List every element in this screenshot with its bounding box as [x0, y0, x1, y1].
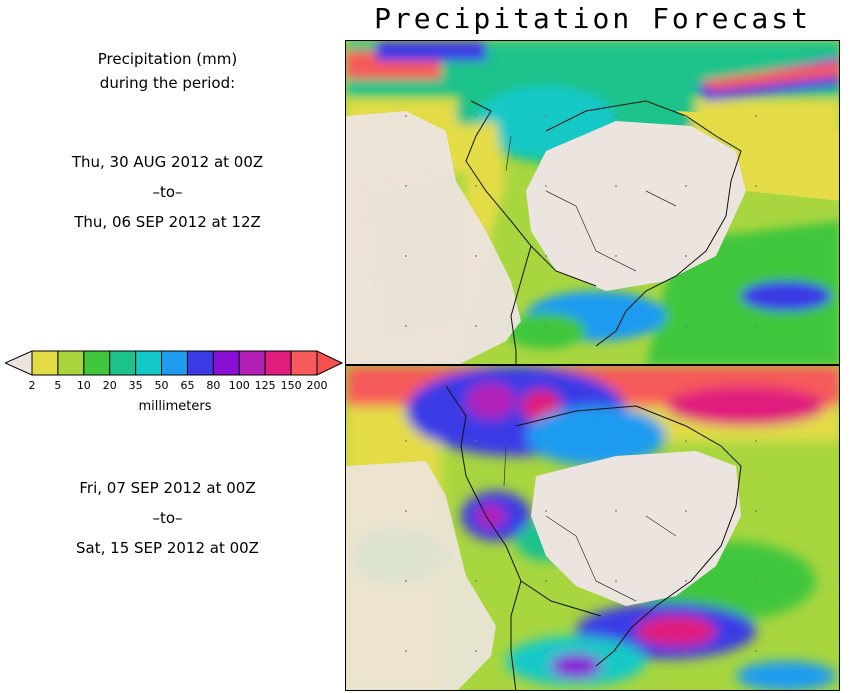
scale-tick-label: 5 — [54, 379, 62, 392]
period-2-start: Fri, 07 SEP 2012 at 00Z — [79, 479, 256, 497]
scale-tick-label: 200 — [306, 379, 328, 392]
scale-tick-label: 20 — [102, 379, 117, 392]
scale-swatch — [135, 350, 163, 376]
period-1-start: Thu, 30 AUG 2012 at 00Z — [71, 153, 264, 171]
scale-tick-label: 2 — [28, 379, 36, 392]
period-1-label: Thu, 30 AUG 2012 at 00Z –to– Thu, 06 SEP… — [0, 150, 335, 234]
legend-heading: Precipitation (mm) during the period: — [0, 47, 335, 95]
scale-swatch — [212, 350, 240, 376]
scale-tick-label: 80 — [206, 379, 221, 392]
scale-swatch — [290, 350, 318, 376]
color-scale-bar — [5, 350, 343, 376]
scale-tick-label: 10 — [76, 379, 91, 392]
scale-tick-label: 150 — [280, 379, 302, 392]
precip-map-period-2-graphic — [346, 366, 839, 690]
scale-swatch — [264, 350, 292, 376]
period-1-separator: –to– — [152, 183, 183, 201]
period-1-end: Thu, 06 SEP 2012 at 12Z — [74, 213, 261, 231]
legend-heading-line2: during the period: — [99, 74, 236, 92]
scale-swatch — [31, 350, 59, 376]
scale-tick-label: 125 — [254, 379, 276, 392]
period-2-separator: –to– — [152, 509, 183, 527]
period-2-label: Fri, 07 SEP 2012 at 00Z –to– Sat, 15 SEP… — [0, 476, 335, 560]
chart-title: Precipitation Forecast — [374, 2, 811, 35]
scale-low-arrow — [5, 350, 33, 376]
scale-swatch — [186, 350, 214, 376]
color-scale-ticks: 2 5 10 20 35 50 65 80 100 125 150 200 — [0, 379, 340, 393]
precip-map-period-1-graphic — [346, 41, 839, 364]
scale-tick-label: 100 — [228, 379, 250, 392]
color-scale-units: millimeters — [138, 399, 212, 414]
legend-heading-line1: Precipitation (mm) — [97, 50, 238, 68]
scale-tick-label: 65 — [180, 379, 195, 392]
scale-swatch — [161, 350, 188, 376]
scale-swatch — [83, 350, 111, 376]
scale-swatch — [109, 350, 137, 376]
precip-map-period-2 — [345, 365, 840, 691]
precip-map-period-1 — [345, 40, 840, 365]
scale-tick-label: 35 — [128, 379, 143, 392]
period-2-end: Sat, 15 SEP 2012 at 00Z — [76, 539, 259, 557]
scale-high-arrow — [316, 350, 343, 376]
scale-swatch — [238, 350, 266, 376]
scale-tick-label: 50 — [154, 379, 169, 392]
scale-swatch — [57, 350, 85, 376]
